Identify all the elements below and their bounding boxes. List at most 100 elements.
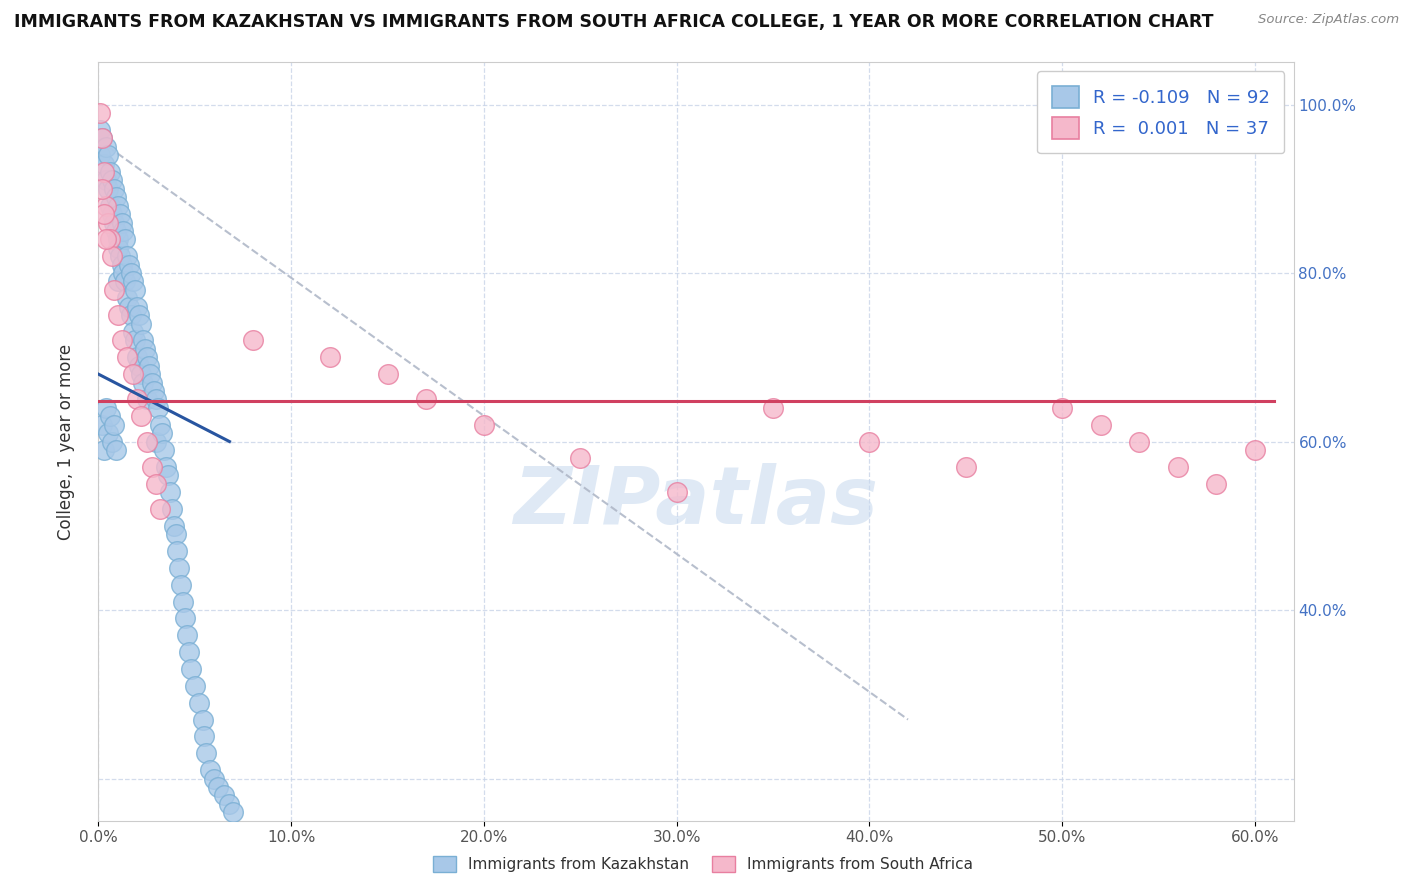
Point [110, 334, 132, 348]
Point [128, 308, 150, 322]
Text: Source: ZipAtlas.com: Source: ZipAtlas.com [1258, 13, 1399, 27]
Point [319, 351, 342, 365]
Point [104, 190, 127, 204]
Point [149, 417, 172, 432]
Point [108, 207, 131, 221]
Point [103, 417, 125, 432]
Point [132, 376, 155, 390]
Point [93, 165, 115, 179]
Point [858, 434, 880, 449]
Point [107, 308, 129, 322]
Point [1128, 434, 1150, 449]
Point [91, 182, 114, 196]
Point [156, 468, 179, 483]
Point [91, 131, 114, 145]
Point [91, 417, 114, 432]
Point [153, 442, 176, 457]
Point [103, 182, 125, 196]
Point [94, 139, 117, 153]
Point [94, 401, 117, 415]
Point [377, 367, 399, 381]
Point [98, 409, 121, 424]
Point [122, 367, 145, 381]
Point [104, 442, 127, 457]
Point [120, 266, 142, 280]
Point [107, 275, 129, 289]
Point [93, 207, 115, 221]
Point [569, 451, 592, 466]
Point [98, 232, 121, 246]
Point [169, 561, 191, 575]
Point [180, 662, 202, 676]
Point [104, 224, 127, 238]
Point [101, 207, 124, 221]
Point [135, 392, 157, 407]
Point [98, 199, 121, 213]
Point [160, 502, 183, 516]
Point [101, 173, 124, 187]
Point [110, 215, 132, 229]
Text: ZIPatlas: ZIPatlas [513, 463, 879, 541]
Point [134, 342, 156, 356]
Point [212, 789, 235, 803]
Point [135, 434, 157, 449]
Point [120, 308, 142, 322]
Point [415, 392, 437, 407]
Point [97, 215, 120, 229]
Point [193, 730, 215, 744]
Point [139, 367, 162, 381]
Point [172, 594, 194, 608]
Point [117, 351, 139, 365]
Point [132, 334, 155, 348]
Point [112, 266, 135, 280]
Point [162, 518, 184, 533]
Point [150, 426, 173, 441]
Point [125, 300, 148, 314]
Point [174, 611, 197, 625]
Point [118, 258, 141, 272]
Point [148, 401, 170, 415]
Point [124, 283, 146, 297]
Point [101, 249, 124, 263]
Legend: R = -0.109   N = 92, R =  0.001   N = 37: R = -0.109 N = 92, R = 0.001 N = 37 [1038, 71, 1285, 153]
Point [149, 502, 172, 516]
Point [218, 797, 240, 811]
Point [129, 367, 152, 381]
Point [129, 409, 152, 424]
Point [155, 459, 177, 474]
Point [242, 334, 264, 348]
Point [159, 485, 181, 500]
Point [1090, 417, 1112, 432]
Y-axis label: College, 1 year or more: College, 1 year or more [56, 343, 75, 540]
Point [125, 351, 148, 365]
Point [187, 696, 209, 710]
Point [145, 392, 167, 407]
Point [114, 232, 136, 246]
Point [108, 249, 131, 263]
Point [124, 334, 146, 348]
Point [94, 173, 117, 187]
Point [98, 165, 121, 179]
Point [195, 746, 218, 760]
Point [118, 300, 141, 314]
Point [114, 275, 136, 289]
Point [117, 249, 139, 263]
Point [1167, 459, 1189, 474]
Point [170, 578, 193, 592]
Point [222, 805, 245, 820]
Point [141, 459, 163, 474]
Point [107, 199, 129, 213]
Point [176, 628, 198, 642]
Point [89, 106, 111, 120]
Point [91, 131, 114, 145]
Point [94, 232, 117, 246]
Text: IMMIGRANTS FROM KAZAKHSTAN VS IMMIGRANTS FROM SOUTH AFRICA COLLEGE, 1 YEAR OR MO: IMMIGRANTS FROM KAZAKHSTAN VS IMMIGRANTS… [14, 13, 1213, 31]
Point [1244, 442, 1267, 457]
Point [202, 772, 225, 786]
Point [129, 317, 152, 331]
Point [141, 376, 163, 390]
Point [472, 417, 495, 432]
Point [1205, 476, 1227, 491]
Point [112, 224, 135, 238]
Point [145, 434, 167, 449]
